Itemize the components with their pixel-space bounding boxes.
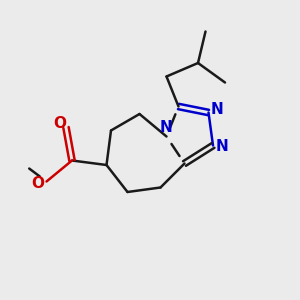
Text: N: N [160,120,172,135]
Text: N: N [211,102,224,117]
Text: O: O [32,176,45,190]
Text: O: O [53,116,66,131]
Text: N: N [216,140,228,154]
